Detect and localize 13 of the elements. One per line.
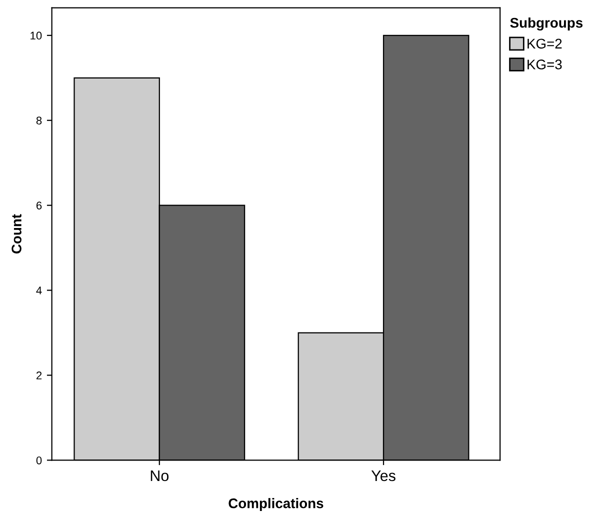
y-tick-label: 8 [36,116,42,125]
x-tick-label: Yes [371,470,396,482]
y-axis-title: Count [12,214,22,254]
y-tick-label: 10 [30,32,42,40]
x-tick-label: No [150,470,169,482]
x-axis-title: Complications [228,498,324,511]
legend-label: KG=3 [528,60,562,70]
legend-title: Subgroups [510,18,583,31]
y-tick-label: 6 [36,202,42,210]
y-tick-label: 0 [36,456,42,464]
legend-label: KG=2 [528,38,562,49]
y-tick-label: 2 [36,372,42,380]
y-tick-label: 4 [36,286,42,294]
